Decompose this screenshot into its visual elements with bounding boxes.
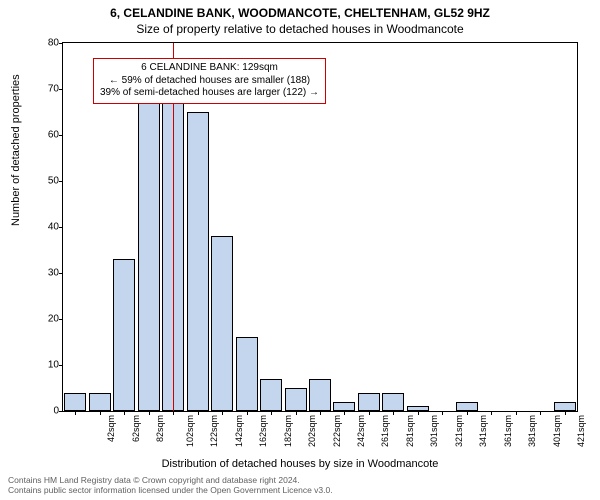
y-tick-mark xyxy=(59,411,63,412)
x-tick-label: 242sqm xyxy=(356,415,366,447)
y-tick-mark xyxy=(59,273,63,274)
bar xyxy=(260,379,282,411)
x-tick-mark xyxy=(149,411,150,415)
chart-title-sub: Size of property relative to detached ho… xyxy=(0,20,600,36)
bar xyxy=(64,393,86,411)
x-axis-label: Distribution of detached houses by size … xyxy=(0,458,600,470)
x-tick-mark xyxy=(565,411,566,415)
y-tick-mark xyxy=(59,135,63,136)
x-tick-label: 301sqm xyxy=(429,415,439,447)
x-tick-label: 381sqm xyxy=(527,415,537,447)
y-tick-mark xyxy=(59,181,63,182)
x-tick-mark xyxy=(198,411,199,415)
bar xyxy=(333,402,355,411)
y-tick-mark xyxy=(59,43,63,44)
x-tick-label: 122sqm xyxy=(209,415,219,447)
footer-line2: Contains public sector information licen… xyxy=(8,486,333,496)
bar xyxy=(382,393,404,411)
x-tick-mark xyxy=(369,411,370,415)
y-axis-label: Number of detached properties xyxy=(10,74,22,226)
x-tick-mark xyxy=(393,411,394,415)
x-tick-label: 82sqm xyxy=(155,415,165,442)
x-tick-label: 341sqm xyxy=(478,415,488,447)
x-tick-mark xyxy=(320,411,321,415)
x-tick-mark xyxy=(467,411,468,415)
x-tick-mark xyxy=(540,411,541,415)
x-tick-label: 421sqm xyxy=(576,415,586,447)
annotation-line1: 6 CELANDINE BANK: 129sqm xyxy=(100,62,319,75)
x-tick-mark xyxy=(296,411,297,415)
bar xyxy=(89,393,111,411)
x-tick-mark xyxy=(516,411,517,415)
x-tick-mark xyxy=(100,411,101,415)
y-tick-mark xyxy=(59,89,63,90)
y-tick-mark xyxy=(59,227,63,228)
x-tick-label: 281sqm xyxy=(405,415,415,447)
x-tick-label: 182sqm xyxy=(283,415,293,447)
annotation-line2: ← 59% of detached houses are smaller (18… xyxy=(100,75,319,88)
y-tick-mark xyxy=(59,319,63,320)
annotation-line3: 39% of semi-detached houses are larger (… xyxy=(100,87,319,100)
x-tick-mark xyxy=(418,411,419,415)
x-tick-label: 361sqm xyxy=(503,415,513,447)
bar xyxy=(285,388,307,411)
x-tick-label: 62sqm xyxy=(131,415,141,442)
x-tick-label: 261sqm xyxy=(381,415,391,447)
y-tick-mark xyxy=(59,365,63,366)
x-tick-label: 162sqm xyxy=(258,415,268,447)
bar xyxy=(358,393,380,411)
x-tick-label: 222sqm xyxy=(332,415,342,447)
x-tick-label: 102sqm xyxy=(185,415,195,447)
bar xyxy=(309,379,331,411)
x-tick-label: 202sqm xyxy=(307,415,317,447)
bar xyxy=(187,112,209,411)
chart-container: 6, CELANDINE BANK, WOODMANCOTE, CHELTENH… xyxy=(0,0,600,500)
chart-title-main: 6, CELANDINE BANK, WOODMANCOTE, CHELTENH… xyxy=(0,0,600,20)
bar xyxy=(138,103,160,411)
bar xyxy=(211,236,233,411)
x-tick-mark xyxy=(222,411,223,415)
x-tick-label: 142sqm xyxy=(234,415,244,447)
annotation-box: 6 CELANDINE BANK: 129sqm← 59% of detache… xyxy=(93,58,326,104)
x-tick-mark xyxy=(173,411,174,415)
x-tick-label: 42sqm xyxy=(106,415,116,442)
x-tick-label: 321sqm xyxy=(454,415,464,447)
bar xyxy=(456,402,478,411)
plot-area: 0102030405060708042sqm62sqm82sqm102sqm12… xyxy=(62,42,578,412)
x-tick-mark xyxy=(247,411,248,415)
bar xyxy=(236,337,258,411)
x-tick-label: 401sqm xyxy=(552,415,562,447)
x-tick-mark xyxy=(124,411,125,415)
footer-attribution: Contains HM Land Registry data © Crown c… xyxy=(8,476,333,496)
x-tick-mark xyxy=(442,411,443,415)
x-tick-mark xyxy=(491,411,492,415)
bar xyxy=(113,259,135,411)
x-tick-mark xyxy=(271,411,272,415)
x-tick-mark xyxy=(75,411,76,415)
bar xyxy=(554,402,576,411)
x-tick-mark xyxy=(344,411,345,415)
